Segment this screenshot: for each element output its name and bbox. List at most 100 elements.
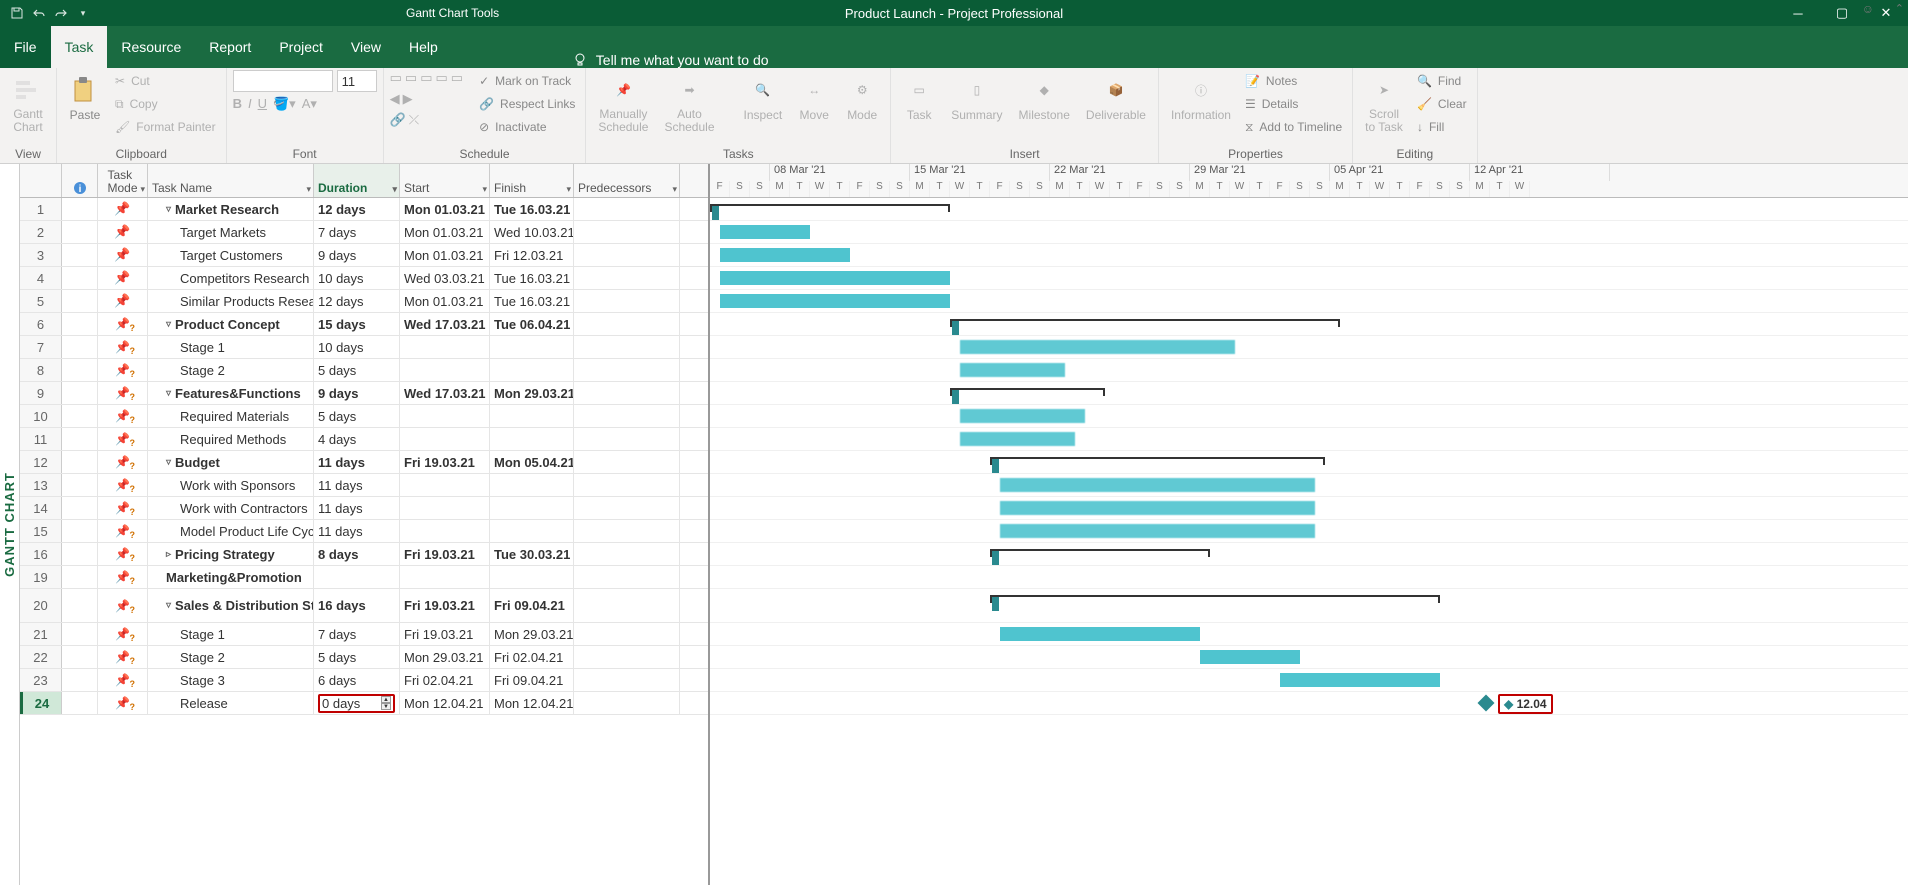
cut-button[interactable]: ✂Cut bbox=[111, 70, 220, 92]
spinner[interactable]: ▲▼ bbox=[381, 696, 391, 710]
scroll-to-task-button[interactable]: ➤Scroll to Task bbox=[1359, 70, 1409, 138]
details-button[interactable]: ☰Details bbox=[1241, 93, 1346, 115]
gantt-chart-button[interactable]: Gantt Chart bbox=[6, 70, 50, 138]
summary-bar[interactable] bbox=[990, 457, 1325, 465]
table-row[interactable]: 6📌▿Product Concept15 daysWed 17.03.21Tue… bbox=[20, 313, 708, 336]
finish-cell[interactable]: Fri 02.04.21 bbox=[490, 646, 574, 668]
collapse-ribbon-icon[interactable]: ⌃ bbox=[1895, 2, 1904, 15]
table-row[interactable]: 10📌Required Materials5 days bbox=[20, 405, 708, 428]
row-number[interactable]: 14 bbox=[20, 497, 62, 519]
predecessors-cell[interactable] bbox=[574, 692, 680, 714]
pct75-icon[interactable]: ▭ bbox=[435, 70, 447, 86]
duration-cell[interactable]: 5 days bbox=[314, 646, 400, 668]
start-cell[interactable] bbox=[400, 566, 490, 588]
col-taskname[interactable]: Task Name▾ bbox=[148, 164, 314, 197]
mode-cell[interactable]: 📌 bbox=[98, 267, 148, 289]
duration-cell[interactable]: 5 days bbox=[314, 405, 400, 427]
info-cell[interactable] bbox=[62, 290, 98, 312]
row-number[interactable]: 23 bbox=[20, 669, 62, 691]
task-bar[interactable] bbox=[960, 409, 1085, 423]
table-row[interactable]: 4📌Competitors Research10 daysWed 03.03.2… bbox=[20, 267, 708, 290]
start-cell[interactable]: Fri 19.03.21 bbox=[400, 623, 490, 645]
row-number[interactable]: 15 bbox=[20, 520, 62, 542]
finish-cell[interactable]: Tue 30.03.21 bbox=[490, 543, 574, 565]
taskname-cell[interactable]: ▿Features&Functions bbox=[148, 382, 314, 404]
finish-cell[interactable] bbox=[490, 497, 574, 519]
row-number[interactable]: 4 bbox=[20, 267, 62, 289]
taskname-cell[interactable]: ▿Sales & Distribution Strategy bbox=[148, 589, 314, 622]
table-row[interactable]: 1📌▿Market Research12 daysMon 01.03.21Tue… bbox=[20, 198, 708, 221]
fill-button[interactable]: ↓Fill bbox=[1413, 116, 1471, 138]
mode-cell[interactable]: 📌 bbox=[98, 198, 148, 220]
table-row[interactable]: 24📌Release0 days▲▼Mon 12.04.21Mon 12.04.… bbox=[20, 692, 708, 715]
duration-cell[interactable]: 0 days▲▼ bbox=[314, 692, 400, 714]
minimize-button[interactable]: ─ bbox=[1776, 0, 1820, 26]
unlink-icon[interactable]: ⤫ bbox=[409, 112, 419, 128]
move-button[interactable]: ↔Move bbox=[792, 70, 836, 126]
information-button[interactable]: ⓘInformation bbox=[1165, 70, 1237, 126]
taskname-cell[interactable]: Work with Sponsors bbox=[148, 474, 314, 496]
collapse-icon[interactable]: ▿ bbox=[166, 600, 171, 611]
mode-button[interactable]: ⚙Mode bbox=[840, 70, 884, 126]
inactivate-button[interactable]: ⊘Inactivate bbox=[475, 116, 579, 138]
finish-cell[interactable]: Tue 16.03.21 bbox=[490, 290, 574, 312]
task-bar[interactable] bbox=[720, 248, 850, 262]
mode-cell[interactable]: 📌 bbox=[98, 244, 148, 266]
predecessors-cell[interactable] bbox=[574, 267, 680, 289]
add-timeline-button[interactable]: ⧖Add to Timeline bbox=[1241, 116, 1346, 138]
info-cell[interactable] bbox=[62, 589, 98, 622]
taskname-cell[interactable]: Competitors Research bbox=[148, 267, 314, 289]
col-mode[interactable]: Task Mode▾ bbox=[98, 164, 148, 197]
clear-button[interactable]: 🧹Clear bbox=[1413, 93, 1471, 115]
mode-cell[interactable]: 📌 bbox=[98, 543, 148, 565]
predecessors-cell[interactable] bbox=[574, 566, 680, 588]
duration-cell[interactable]: 11 days bbox=[314, 520, 400, 542]
table-row[interactable]: 20📌▿Sales & Distribution Strategy16 days… bbox=[20, 589, 708, 623]
collapse-icon[interactable]: ▿ bbox=[166, 319, 171, 330]
info-cell[interactable] bbox=[62, 543, 98, 565]
insert-milestone-button[interactable]: ◆Milestone bbox=[1013, 70, 1076, 126]
pct0-icon[interactable]: ▭ bbox=[390, 70, 402, 86]
find-button[interactable]: 🔍Find bbox=[1413, 70, 1471, 92]
collapse-icon[interactable]: ▹ bbox=[166, 549, 171, 560]
row-number[interactable]: 24 bbox=[20, 692, 62, 714]
indent-icon[interactable]: ▶ bbox=[403, 91, 413, 107]
tab-resource[interactable]: Resource bbox=[107, 26, 195, 68]
collapse-icon[interactable]: ▿ bbox=[166, 457, 171, 468]
tab-view[interactable]: View bbox=[337, 26, 395, 68]
summary-bar[interactable] bbox=[990, 549, 1210, 557]
start-cell[interactable]: Wed 17.03.21 bbox=[400, 382, 490, 404]
taskname-cell[interactable]: Stage 1 bbox=[148, 336, 314, 358]
mode-cell[interactable]: 📌 bbox=[98, 336, 148, 358]
row-number[interactable]: 22 bbox=[20, 646, 62, 668]
finish-cell[interactable]: Mon 29.03.21 bbox=[490, 382, 574, 404]
start-cell[interactable]: Wed 17.03.21 bbox=[400, 313, 490, 335]
row-number[interactable]: 13 bbox=[20, 474, 62, 496]
col-duration[interactable]: Duration▾ bbox=[314, 164, 400, 197]
mode-cell[interactable]: 📌 bbox=[98, 359, 148, 381]
collapse-icon[interactable]: ▿ bbox=[166, 204, 171, 215]
finish-cell[interactable]: Mon 05.04.21 bbox=[490, 451, 574, 473]
info-cell[interactable] bbox=[62, 497, 98, 519]
start-cell[interactable]: Mon 01.03.21 bbox=[400, 290, 490, 312]
link-icon[interactable]: 🔗 bbox=[390, 112, 406, 128]
milestone-marker[interactable] bbox=[1478, 695, 1495, 712]
font-name-combo[interactable] bbox=[233, 70, 333, 92]
start-cell[interactable]: Fri 02.04.21 bbox=[400, 669, 490, 691]
tab-task[interactable]: Task bbox=[51, 26, 108, 68]
table-row[interactable]: 2📌Target Markets7 daysMon 01.03.21Wed 10… bbox=[20, 221, 708, 244]
finish-cell[interactable]: Fri 09.04.21 bbox=[490, 589, 574, 622]
predecessors-cell[interactable] bbox=[574, 336, 680, 358]
row-number[interactable]: 10 bbox=[20, 405, 62, 427]
duration-cell[interactable]: 5 days bbox=[314, 359, 400, 381]
dropdown-icon[interactable]: ▾ bbox=[672, 184, 677, 195]
table-row[interactable]: 7📌Stage 110 days bbox=[20, 336, 708, 359]
row-number[interactable]: 11 bbox=[20, 428, 62, 450]
row-number[interactable]: 8 bbox=[20, 359, 62, 381]
start-cell[interactable]: Mon 01.03.21 bbox=[400, 221, 490, 243]
summary-bar[interactable] bbox=[990, 595, 1440, 603]
task-bar[interactable] bbox=[1000, 627, 1200, 641]
duration-cell[interactable]: 7 days bbox=[314, 221, 400, 243]
info-cell[interactable] bbox=[62, 520, 98, 542]
start-cell[interactable]: Wed 03.03.21 bbox=[400, 267, 490, 289]
